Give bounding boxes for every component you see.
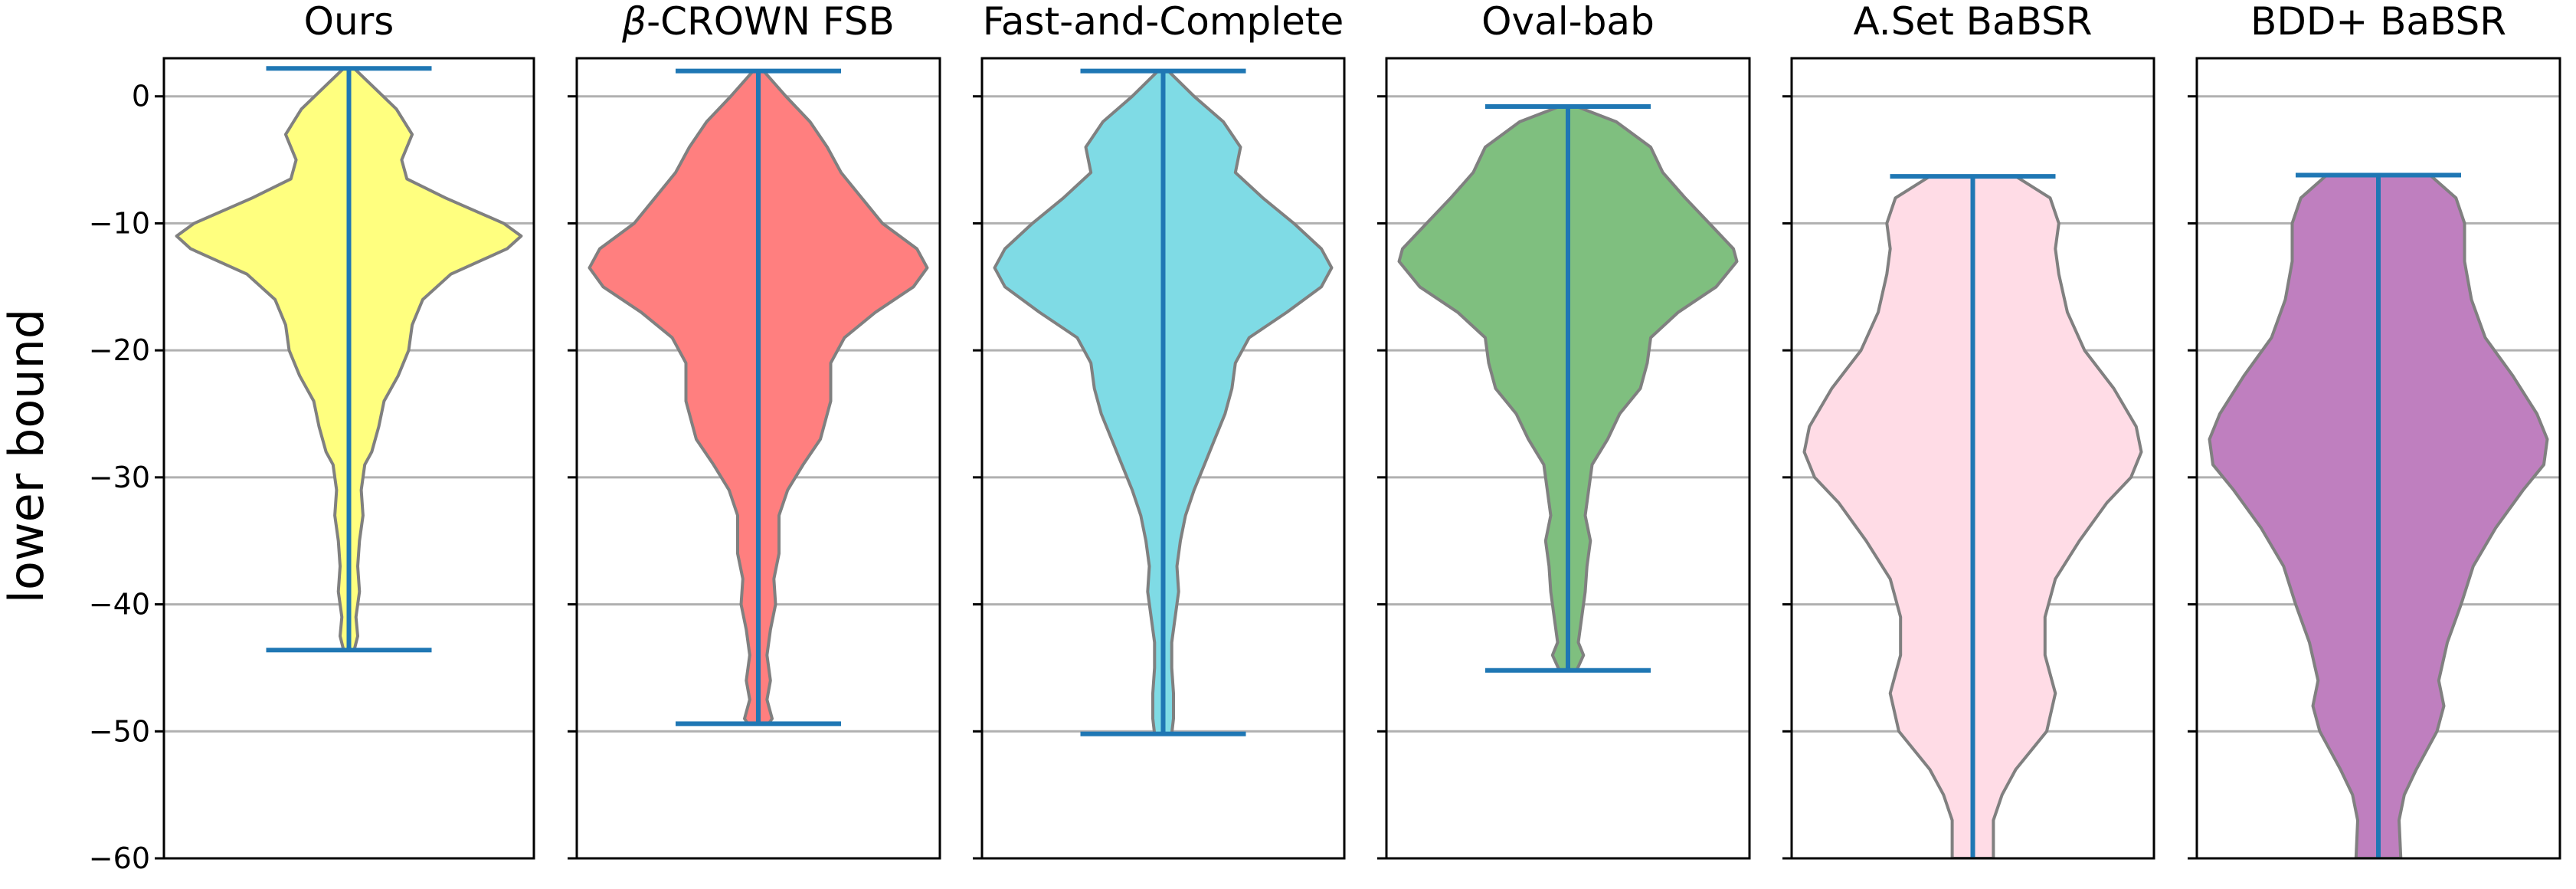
y-axis-label: lower bound [0,309,54,603]
y-tick-label: −10 [89,206,150,240]
panel-title-text: Ours [304,0,394,44]
violin-panels: 0 −10 −20 −30 −40 −50 −60 Ours β-CROWN FSB Fast-a… [89,0,2561,875]
violin-panel: A.Set BaBSR [1782,0,2155,860]
panel-frame [2195,57,2561,860]
panel-title: β-CROWN FSB [621,0,895,44]
panel-title-text: -CROWN FSB [646,0,895,44]
violin-panel: β-CROWN FSB [568,0,941,860]
panel-title-text: A.Set BaBSR [1853,0,2092,44]
panel-frame [1385,57,1751,860]
y-tick-label: −60 [89,841,150,875]
violin-panel: Ours [155,0,535,860]
y-tick-label: −20 [89,333,150,367]
panel-title: A.Set BaBSR [1853,0,2092,44]
panel-title-text: Fast-and-Complete [983,0,1344,44]
panel-title-text: BDD+ BaBSR [2250,0,2506,44]
panel-title-symbol: β [621,0,646,44]
violin-panel: Oval-bab [1377,0,1751,860]
y-tick-label: 0 [132,80,150,113]
panel-title-text: Oval-bab [1481,0,1655,44]
panel-frame [162,57,535,860]
violin-panel: Fast-and-Complete [973,0,1346,860]
panel-title: Fast-and-Complete [983,0,1344,44]
panel-title: BDD+ BaBSR [2250,0,2506,44]
panel-frame [575,57,941,860]
panel-title: Oval-bab [1481,0,1655,44]
y-tick-label: −40 [89,588,150,622]
panel-title: Ours [304,0,394,44]
y-tick-label: −50 [89,714,150,748]
panel-frame [980,57,1346,860]
violin-panel: BDD+ BaBSR [2188,0,2561,860]
panel-frame [1790,57,2155,860]
y-tick-label: −30 [89,461,150,494]
